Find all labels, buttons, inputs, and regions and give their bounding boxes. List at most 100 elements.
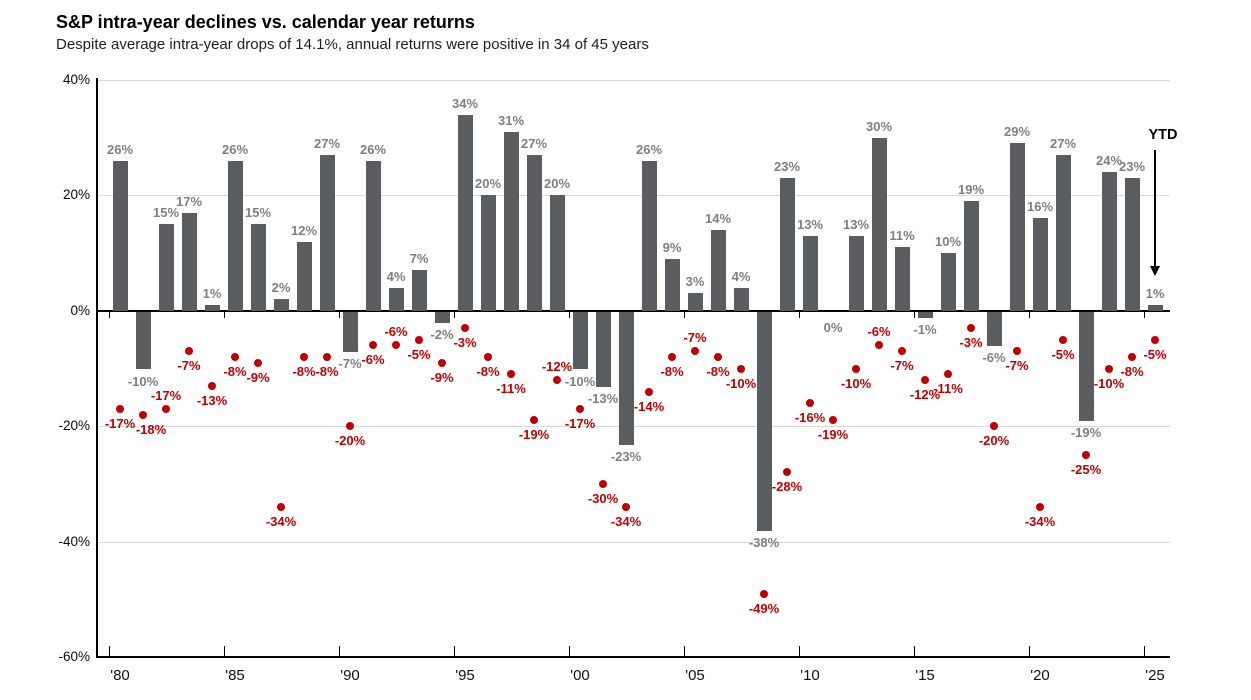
decline-label-2025: -5% [1143,346,1167,362]
decline-label-2012: -10% [840,375,872,391]
bar-label-1994: -2% [430,327,454,343]
decline-label-2016: -11% [933,381,963,397]
decline-dot-2000 [576,404,584,413]
x-axis-tick [913,646,915,657]
bar-label-1990: -7% [338,356,362,372]
bar-label-1986: 15% [244,205,272,221]
x-tick-label: '20 [1030,667,1050,684]
decline-label-2018: -20% [978,433,1010,449]
ytd-label: YTD [1148,127,1178,143]
zero-axis-tick [453,312,455,318]
y-tick-label: -60% [58,649,90,664]
bar-2003 [641,160,657,311]
decline-dot-1999 [553,376,561,385]
y-tick-label: -20% [58,418,90,434]
bar-2023 [1101,172,1117,311]
decline-label-1990: -20% [334,433,366,449]
decline-label-2002: -34% [610,513,642,529]
zero-axis-tick [108,312,110,318]
decline-dot-1994 [438,358,446,367]
x-tick-label: '05 [685,667,705,684]
bar-2012 [848,235,864,311]
bar-label-1988: 12% [290,222,318,238]
bar-1996 [480,195,496,311]
decline-dot-2022 [1082,451,1090,460]
decline-dot-2004 [668,352,676,361]
bar-1991 [365,160,381,311]
x-axis-tick [1143,646,1145,657]
decline-dot-1993 [415,335,423,344]
bar-1999 [549,195,565,311]
zero-axis-tick [798,312,800,318]
decline-label-1986: -9% [246,369,270,385]
bar-label-1993: 7% [409,251,429,267]
decline-dot-1980 [116,404,124,413]
bar-label-2016: 10% [934,234,962,250]
bar-2025 [1147,305,1163,311]
y-tick-label: 0% [70,302,90,318]
decline-label-2021: -5% [1051,346,1075,362]
decline-label-1993: -5% [407,346,431,362]
bar-2013 [871,137,887,311]
bar-2018 [986,311,1002,347]
x-tick-label: '00 [570,667,590,684]
decline-dot-2025 [1151,335,1159,344]
bar-2017 [963,201,979,311]
decline-dot-2009 [783,468,791,477]
bar-2010 [802,235,818,311]
zero-axis-tick [223,312,225,318]
decline-label-1999: -12% [541,359,573,375]
bar-label-1987: 2% [271,280,291,296]
decline-label-2015: -12% [909,387,941,403]
decline-label-1995: -3% [453,335,477,351]
bar-label-2023: 24% [1095,153,1123,169]
bar-1989 [319,155,335,311]
decline-dot-1990 [346,422,354,431]
decline-dot-2001 [599,479,607,488]
bar-2002 [618,311,634,445]
decline-label-1982: -17% [150,387,182,403]
x-axis-tick [568,646,570,657]
decline-label-2010: -16% [794,410,826,426]
bar-1983 [181,212,197,311]
decline-dot-1987 [277,502,285,511]
bar-label-1984: 1% [202,286,222,302]
decline-dot-2018 [990,422,998,431]
bar-label-1982: 15% [152,205,180,221]
decline-dot-2017 [967,324,975,333]
bar-label-1992: 4% [386,268,406,284]
bar-label-2001: -13% [587,390,619,406]
bar-label-2003: 26% [635,141,663,157]
bar-label-2024: 23% [1118,159,1146,175]
decline-dot-2010 [806,399,814,408]
bar-1992 [388,287,404,311]
decline-dot-1989 [323,352,331,361]
bar-2009 [779,178,795,311]
decline-label-1980: -17% [104,415,136,431]
x-tick-label: '85 [225,667,245,684]
decline-label-2003: -14% [633,398,665,414]
decline-label-2009: -28% [771,479,803,495]
zero-axis-tick [913,312,915,318]
decline-label-1983: -7% [177,358,201,374]
bar-label-2018: -6% [982,350,1006,366]
bar-label-2006: 14% [704,211,732,227]
bar-label-1983: 17% [175,193,203,209]
decline-label-2011: -19% [817,427,849,443]
bar-1998 [526,155,542,311]
decline-label-1992: -6% [384,324,408,340]
bar-2001 [595,311,611,387]
decline-label-2019: -7% [1005,358,1029,374]
bar-1982 [158,224,174,311]
decline-dot-2006 [714,352,722,361]
bar-2020 [1032,218,1048,311]
decline-label-2024: -8% [1120,363,1144,379]
decline-label-2000: -17% [564,415,596,431]
bar-2000 [572,311,588,370]
bar-1980 [112,160,128,311]
decline-dot-1986 [254,358,262,367]
bar-1993 [411,270,427,311]
bar-1988 [296,241,312,311]
decline-dot-2003 [645,387,653,396]
decline-label-1985: -8% [223,363,247,379]
